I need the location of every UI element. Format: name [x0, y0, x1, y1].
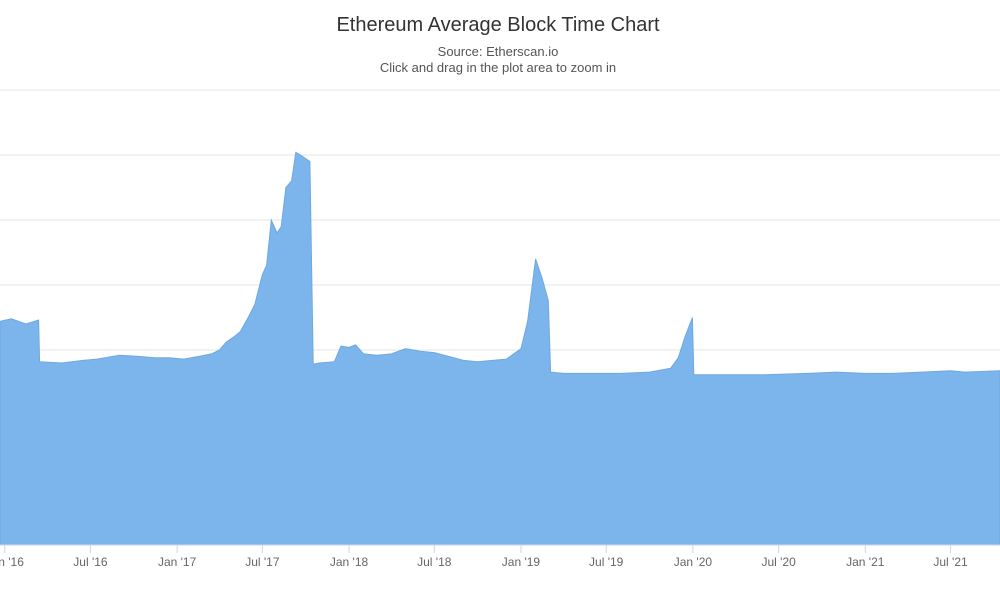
- x-axis: Jan '16 Jul '16 Jan '17 Jul '17 Jan '18 Jul '…: [0, 544, 1000, 569]
- x-tick-label: Jul '19: [589, 555, 624, 569]
- x-tick-label: Jan '17: [158, 555, 197, 569]
- x-tick-label: Jul '20: [761, 555, 796, 569]
- x-tick-label: Jan '20: [674, 555, 713, 569]
- x-tick-label: Jan '16: [0, 555, 24, 569]
- x-tick-label: Jul '18: [417, 555, 452, 569]
- chart-zoom-hint: Click and drag in the plot area to zoom …: [379, 60, 617, 75]
- x-tick-label: Jan '19: [502, 555, 541, 569]
- x-tick-label: Jul '21: [933, 555, 968, 569]
- chart-source-line: Source: Etherscan.io: [437, 44, 559, 59]
- series-area-fill[interactable]: [0, 151, 1000, 546]
- x-tick-label: Jan '18: [330, 555, 369, 569]
- chart-subtitle: Source: Etherscan.io Click and drag in t…: [0, 44, 996, 76]
- series-area[interactable]: [0, 151, 1000, 546]
- chart-title: Ethereum Average Block Time Chart: [336, 14, 660, 36]
- x-tick-label: Jul '17: [245, 555, 280, 569]
- x-tick-label: Jul '16: [73, 555, 108, 569]
- x-tick-label: Jan '21: [846, 555, 885, 569]
